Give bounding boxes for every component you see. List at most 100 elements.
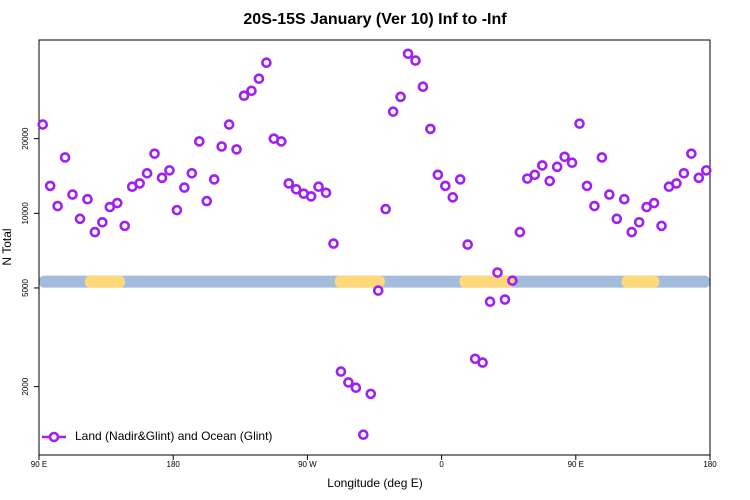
point: [656, 220, 667, 232]
point: [223, 119, 235, 130]
legend-marker: [48, 431, 60, 443]
point: [365, 388, 377, 400]
point: [462, 239, 473, 250]
point: [604, 189, 615, 200]
point: [141, 168, 153, 179]
point: [119, 220, 131, 232]
land-strip: [84, 275, 125, 288]
point: [313, 181, 324, 193]
point: [581, 180, 593, 192]
point: [380, 203, 391, 215]
point: [529, 169, 541, 181]
point: [410, 55, 421, 66]
point: [74, 213, 86, 225]
y-axis-label: N Total: [0, 228, 14, 265]
point: [514, 226, 526, 238]
point: [59, 152, 71, 163]
point: [179, 182, 190, 193]
point: [574, 118, 585, 129]
point: [343, 377, 354, 388]
point: [276, 136, 287, 147]
point: [402, 48, 414, 60]
point: [261, 57, 272, 68]
point: [536, 160, 548, 171]
point: [238, 90, 250, 102]
point: [686, 148, 697, 159]
point: [544, 175, 556, 187]
point: [492, 267, 503, 278]
point: [611, 213, 623, 225]
point: [425, 123, 436, 135]
point: [231, 144, 242, 155]
land-strip: [459, 275, 515, 288]
point: [566, 157, 578, 169]
x-tick-label: 90 E: [31, 460, 47, 469]
point: [440, 180, 451, 192]
land-strip: [621, 275, 660, 288]
point: [186, 168, 198, 179]
point: [149, 148, 160, 159]
point: [193, 136, 205, 147]
legend-label: Land (Nadir&Glint) and Ocean (Glint): [75, 429, 272, 443]
point: [37, 119, 49, 130]
point: [417, 81, 429, 93]
point: [283, 178, 295, 189]
point: [44, 180, 56, 192]
point: [134, 178, 145, 189]
point: [290, 183, 302, 195]
y-tick-label: 5000: [21, 279, 30, 297]
point: [551, 161, 563, 173]
point: [253, 73, 265, 85]
point: [395, 91, 406, 103]
point: [387, 106, 399, 117]
point: [596, 152, 608, 163]
point: [335, 366, 347, 377]
point: [700, 165, 712, 176]
point: [633, 216, 645, 228]
point: [246, 85, 257, 97]
point: [82, 193, 93, 205]
point: [507, 275, 518, 286]
point: [454, 174, 466, 185]
point: [447, 192, 459, 203]
point: [648, 197, 660, 209]
point: [97, 216, 108, 228]
x-tick-label: 0: [439, 460, 444, 469]
point: [328, 238, 339, 249]
point: [201, 195, 213, 207]
point: [477, 357, 488, 368]
point: [156, 172, 168, 184]
x-tick-label: 90 E: [568, 460, 584, 469]
point: [320, 187, 332, 199]
point: [626, 226, 638, 238]
plot-frame: [38, 39, 711, 456]
point: [171, 204, 183, 216]
x-tick-label: 180: [167, 460, 181, 469]
point: [618, 193, 630, 205]
point: [499, 294, 511, 305]
x-axis-label: Longitude (deg E): [327, 476, 422, 490]
y-tick-label: 20000: [21, 127, 30, 150]
point: [589, 200, 600, 212]
land-strip: [334, 275, 385, 288]
point: [671, 178, 682, 189]
point: [559, 151, 570, 163]
y-tick-label: 2000: [21, 377, 30, 395]
point: [216, 141, 227, 152]
y-tick-label: 10000: [21, 202, 30, 225]
point: [693, 172, 705, 184]
point: [372, 285, 384, 296]
point: [305, 191, 317, 202]
point: [52, 200, 63, 212]
point: [484, 296, 496, 308]
x-tick-label: 90 W: [298, 460, 317, 469]
point: [164, 165, 175, 176]
point: [111, 197, 123, 209]
point: [432, 169, 444, 181]
point: [678, 168, 690, 179]
x-tick-label: 180: [703, 460, 717, 469]
point: [208, 174, 220, 185]
point: [67, 189, 78, 200]
point: [89, 226, 101, 238]
